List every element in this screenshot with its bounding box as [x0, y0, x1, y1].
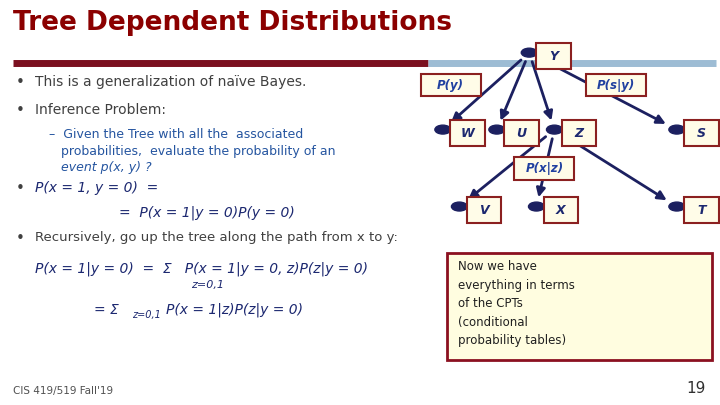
Text: T: T: [697, 204, 706, 217]
FancyBboxPatch shape: [684, 120, 719, 146]
FancyBboxPatch shape: [420, 74, 481, 96]
FancyBboxPatch shape: [447, 253, 712, 360]
Circle shape: [546, 125, 562, 134]
Circle shape: [528, 202, 544, 211]
Text: W: W: [460, 127, 474, 140]
FancyBboxPatch shape: [504, 120, 539, 146]
FancyBboxPatch shape: [587, 74, 647, 96]
Text: •: •: [16, 231, 24, 246]
Text: This is a generalization of naïve Bayes.: This is a generalization of naïve Bayes.: [35, 75, 306, 89]
Text: P(x = 1|y = 0)  =  Σ   P(x = 1|y = 0, z)P(z|y = 0): P(x = 1|y = 0) = Σ P(x = 1|y = 0, z)P(z|…: [35, 261, 368, 276]
Text: Tree Dependent Distributions: Tree Dependent Distributions: [13, 10, 452, 36]
FancyBboxPatch shape: [684, 197, 719, 223]
Text: probabilities,  evaluate the probability of an: probabilities, evaluate the probability …: [49, 145, 336, 158]
Text: Recursively, go up the tree along the path from x to y:: Recursively, go up the tree along the pa…: [35, 231, 397, 244]
FancyBboxPatch shape: [536, 43, 571, 69]
Text: P(y): P(y): [437, 79, 464, 92]
Circle shape: [521, 48, 537, 57]
Text: U: U: [516, 127, 526, 140]
Text: CIS 419/519 Fall'19: CIS 419/519 Fall'19: [13, 386, 113, 396]
Text: P(x = 1|z)P(z|y = 0): P(x = 1|z)P(z|y = 0): [166, 303, 302, 318]
Text: X: X: [556, 204, 566, 217]
Text: •: •: [16, 103, 24, 118]
Circle shape: [669, 202, 685, 211]
Text: Z: Z: [575, 127, 583, 140]
Circle shape: [435, 125, 451, 134]
Circle shape: [489, 125, 505, 134]
Text: Now we have
everything in terms
of the CPTs
(conditional
probability tables): Now we have everything in terms of the C…: [458, 260, 575, 347]
Text: –  Given the Tree with all the  associated: – Given the Tree with all the associated: [49, 128, 303, 141]
Text: Y: Y: [549, 50, 558, 63]
Text: event p(x, y) ?: event p(x, y) ?: [49, 161, 152, 174]
Text: z=0,1: z=0,1: [132, 310, 161, 320]
Text: •: •: [16, 75, 24, 90]
FancyBboxPatch shape: [544, 197, 578, 223]
Circle shape: [451, 202, 467, 211]
Text: =  P(x = 1|y = 0)P(y = 0): = P(x = 1|y = 0)P(y = 0): [119, 206, 294, 220]
FancyBboxPatch shape: [515, 157, 575, 180]
FancyBboxPatch shape: [450, 120, 485, 146]
Text: Inference Problem:: Inference Problem:: [35, 103, 166, 117]
Text: V: V: [479, 204, 489, 217]
Text: •: •: [16, 181, 24, 196]
Circle shape: [669, 125, 685, 134]
Text: P(x = 1, y = 0)  =: P(x = 1, y = 0) =: [35, 181, 158, 196]
Text: 19: 19: [686, 381, 706, 396]
Text: S: S: [697, 127, 706, 140]
Text: z=0,1: z=0,1: [191, 280, 224, 290]
Text: P(s|y): P(s|y): [597, 79, 636, 92]
Text: = Σ: = Σ: [94, 303, 118, 317]
FancyBboxPatch shape: [467, 197, 501, 223]
FancyBboxPatch shape: [562, 120, 596, 146]
Text: P(x|z): P(x|z): [526, 162, 563, 175]
